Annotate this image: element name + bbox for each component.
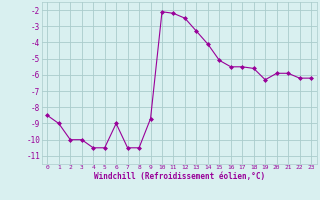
X-axis label: Windchill (Refroidissement éolien,°C): Windchill (Refroidissement éolien,°C) <box>94 172 265 181</box>
